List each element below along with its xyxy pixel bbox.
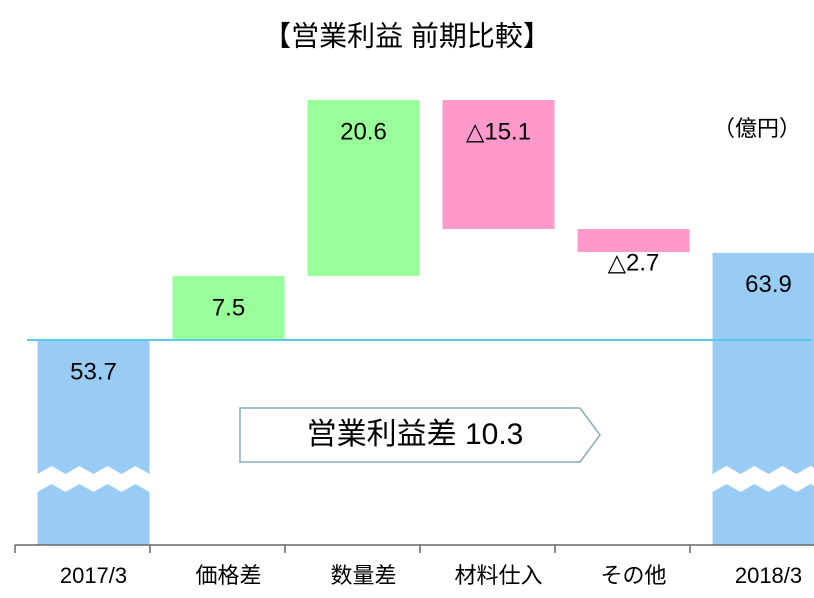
chart-title: 【営業利益 前期比較】 bbox=[263, 20, 551, 51]
value-label: △2.7 bbox=[608, 249, 660, 276]
x-tick-label: 数量差 bbox=[330, 563, 396, 588]
unit-label: （億円） bbox=[713, 116, 801, 141]
value-label: 63.9 bbox=[745, 271, 792, 298]
value-label: 20.6 bbox=[340, 118, 387, 145]
value-label: △15.1 bbox=[466, 118, 531, 145]
x-tick-label: 価格差 bbox=[195, 563, 261, 588]
annotation: 営業利益差 10.3 bbox=[307, 418, 524, 451]
x-tick-label: その他 bbox=[600, 563, 666, 588]
x-tick-label: 2018/3 bbox=[735, 563, 802, 588]
x-tick-label: 2017/3 bbox=[60, 563, 127, 588]
value-label: 7.5 bbox=[212, 294, 245, 321]
x-tick-label: 材料仕入 bbox=[454, 563, 542, 588]
value-label: 53.7 bbox=[70, 358, 117, 385]
